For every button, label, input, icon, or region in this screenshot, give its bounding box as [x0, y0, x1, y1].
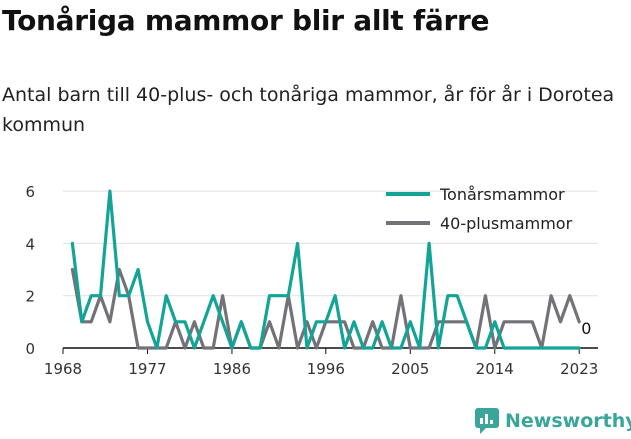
legend-label: 40-plusmammor [440, 214, 573, 233]
x-tick-label: 2014 [476, 360, 514, 378]
newsworthy-logo-icon [475, 408, 499, 434]
chart-subtitle: Antal barn till 40-plus- och tonåriga ma… [2, 84, 615, 136]
data-labels: 0 [581, 319, 591, 338]
x-tick-label: 1986 [213, 360, 251, 378]
x-tick-label: 2005 [391, 360, 429, 378]
y-tick-label: 6 [25, 183, 35, 201]
series-line-tonarsmammor [70, 189, 581, 350]
x-tick-label: 1968 [44, 360, 82, 378]
y-tick-label: 0 [25, 340, 35, 358]
legend: Tonårsmammor 40-plusmammor [386, 185, 573, 233]
brand-name: Newsworthy [505, 410, 631, 432]
x-tick-label: 1977 [128, 360, 166, 378]
series-lines [70, 189, 581, 350]
y-tick-label: 4 [25, 235, 35, 253]
chart-title: Tonåriga mammor blir allt färre [2, 4, 490, 37]
axes: 0 2 4 6 1968 1977 1986 1996 2005 2014 2023 [25, 183, 598, 378]
x-tick-label: 1996 [307, 360, 345, 378]
grid-lines [63, 190, 598, 297]
newsworthy-brand: Newsworthy [475, 408, 631, 434]
legend-label: Tonårsmammor [439, 185, 565, 204]
x-tick-label: 2023 [560, 360, 598, 378]
end-value-label: 0 [581, 319, 591, 338]
series-line-40-plusmammor [70, 267, 581, 350]
y-tick-label: 2 [25, 288, 35, 306]
